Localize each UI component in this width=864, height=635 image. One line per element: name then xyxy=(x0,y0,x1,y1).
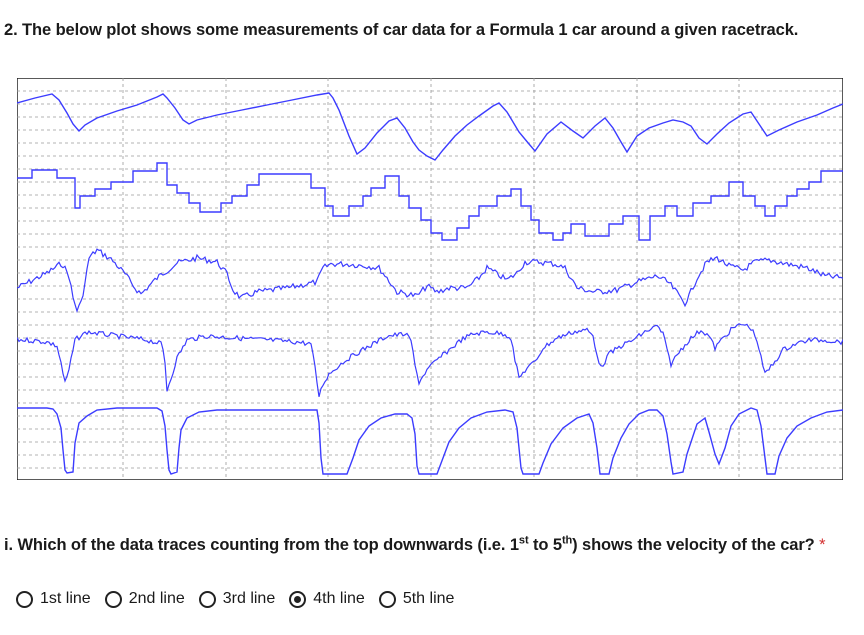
option-3rd-line[interactable]: 3rd line xyxy=(198,590,276,608)
required-asterisk: * xyxy=(819,536,826,554)
trace-2 xyxy=(17,162,843,241)
option-1st-line[interactable]: 1st line xyxy=(16,590,91,608)
superscript-st: st xyxy=(518,534,529,547)
radio-4th-line[interactable] xyxy=(289,590,307,608)
superscript-th: th xyxy=(561,534,573,547)
plot-frame xyxy=(17,78,843,480)
sub-question-text-c: ) shows the velocity of the car? xyxy=(572,536,815,554)
plot-traces xyxy=(17,92,843,475)
answer-options: 1st line 2nd line 3rd line 4th line 5th … xyxy=(16,590,468,608)
radio-1st-line[interactable] xyxy=(16,590,33,608)
question-title: 2. The below plot shows some measurement… xyxy=(4,21,799,39)
radio-2nd-line[interactable] xyxy=(104,590,122,608)
radio-3rd-line[interactable] xyxy=(198,590,216,608)
trace-5 xyxy=(17,407,843,475)
option-label: 5th line xyxy=(402,590,455,607)
trace-4 xyxy=(17,323,843,397)
option-label: 1st line xyxy=(40,590,91,607)
trace-1 xyxy=(17,92,843,161)
option-5th-line[interactable]: 5th line xyxy=(378,590,455,608)
option-2nd-line[interactable]: 2nd line xyxy=(104,590,185,608)
plot-grid xyxy=(17,78,843,480)
sub-question-text: i. Which of the data traces counting fro… xyxy=(4,530,854,560)
sub-question-text-a: i. Which of the data traces counting fro… xyxy=(4,536,519,554)
trace-3 xyxy=(17,248,843,313)
car-data-plot xyxy=(17,78,843,480)
option-4th-line[interactable]: 4th line xyxy=(289,590,365,608)
radio-5th-line[interactable] xyxy=(378,590,396,608)
option-label: 4th line xyxy=(313,590,365,607)
option-label: 3rd line xyxy=(222,590,276,607)
option-label: 2nd line xyxy=(128,590,185,607)
sub-question-text-b: to 5 xyxy=(528,536,562,554)
